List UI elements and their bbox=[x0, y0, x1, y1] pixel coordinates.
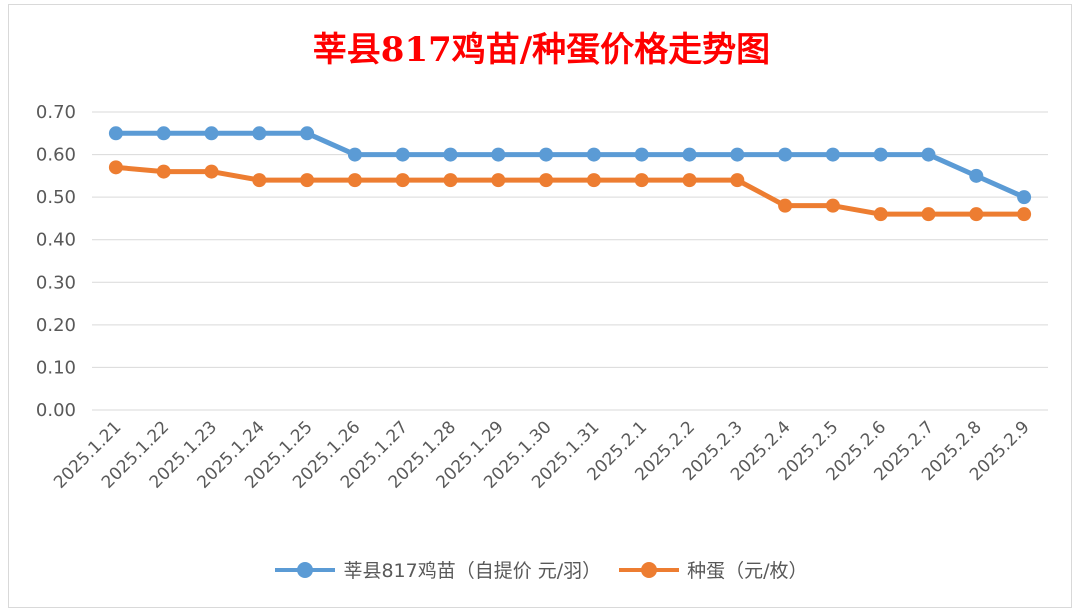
data-point bbox=[156, 126, 171, 141]
data-point bbox=[347, 147, 362, 162]
data-point bbox=[825, 147, 840, 162]
data-point bbox=[1017, 207, 1032, 222]
legend-marker-chick bbox=[275, 561, 336, 579]
data-point bbox=[108, 160, 123, 175]
data-point bbox=[969, 168, 984, 183]
legend: 莘县817鸡苗（自提价 元/羽） 种蛋（元/枚） bbox=[0, 556, 1083, 583]
data-point bbox=[443, 173, 458, 188]
data-point bbox=[969, 207, 984, 222]
data-point bbox=[778, 147, 793, 162]
data-point bbox=[491, 173, 506, 188]
data-point bbox=[252, 173, 267, 188]
chart-title: 莘县817鸡苗/种蛋价格走势图 bbox=[312, 30, 771, 70]
y-tick-label: 0.10 bbox=[36, 357, 76, 378]
data-point bbox=[682, 173, 697, 188]
y-tick-label: 0.20 bbox=[36, 315, 76, 336]
data-point bbox=[108, 126, 123, 141]
data-point bbox=[1017, 190, 1032, 205]
y-tick-label: 0.70 bbox=[36, 102, 76, 123]
data-point bbox=[300, 126, 315, 141]
series-line-1 bbox=[113, 164, 1027, 217]
data-point bbox=[539, 173, 554, 188]
data-point bbox=[586, 147, 601, 162]
data-point bbox=[395, 173, 410, 188]
y-tick-label: 0.30 bbox=[36, 272, 76, 293]
x-axis-ticks: 2025.1.212025.1.222025.1.232025.1.242025… bbox=[50, 417, 1034, 492]
data-point bbox=[443, 147, 458, 162]
data-point bbox=[491, 147, 506, 162]
y-tick-label: 0.00 bbox=[36, 400, 76, 421]
legend-item-egg: 种蛋（元/枚） bbox=[619, 556, 808, 583]
data-point bbox=[634, 173, 649, 188]
data-point bbox=[395, 147, 410, 162]
legend-item-chick: 莘县817鸡苗（自提价 元/羽） bbox=[275, 556, 601, 583]
data-point bbox=[921, 207, 936, 222]
data-point bbox=[873, 147, 888, 162]
legend-label-chick: 莘县817鸡苗（自提价 元/羽） bbox=[343, 560, 602, 582]
legend-label-egg: 种蛋（元/枚） bbox=[687, 560, 808, 582]
y-axis-ticks: 0.00 0.10 0.20 0.30 0.40 0.50 0.60 0.70 bbox=[36, 102, 76, 421]
legend-marker-egg bbox=[619, 561, 680, 579]
data-point bbox=[300, 173, 315, 188]
data-point bbox=[873, 207, 888, 222]
chart-frame bbox=[8, 4, 1072, 608]
y-tick-label: 0.40 bbox=[36, 230, 76, 251]
series-line-0 bbox=[113, 130, 1027, 200]
data-point bbox=[252, 126, 267, 141]
y-tick-label: 0.60 bbox=[36, 145, 76, 166]
data-point bbox=[347, 173, 362, 188]
data-point bbox=[921, 147, 936, 162]
data-point bbox=[730, 147, 745, 162]
data-point bbox=[778, 198, 793, 213]
data-point bbox=[539, 147, 554, 162]
data-point bbox=[204, 126, 219, 141]
data-point bbox=[825, 198, 840, 213]
series-lines bbox=[108, 126, 1032, 222]
data-point bbox=[730, 173, 745, 188]
y-tick-label: 0.50 bbox=[36, 187, 76, 208]
data-point bbox=[634, 147, 649, 162]
data-point bbox=[586, 173, 601, 188]
data-point bbox=[204, 164, 219, 179]
data-point bbox=[156, 164, 171, 179]
data-point bbox=[682, 147, 697, 162]
